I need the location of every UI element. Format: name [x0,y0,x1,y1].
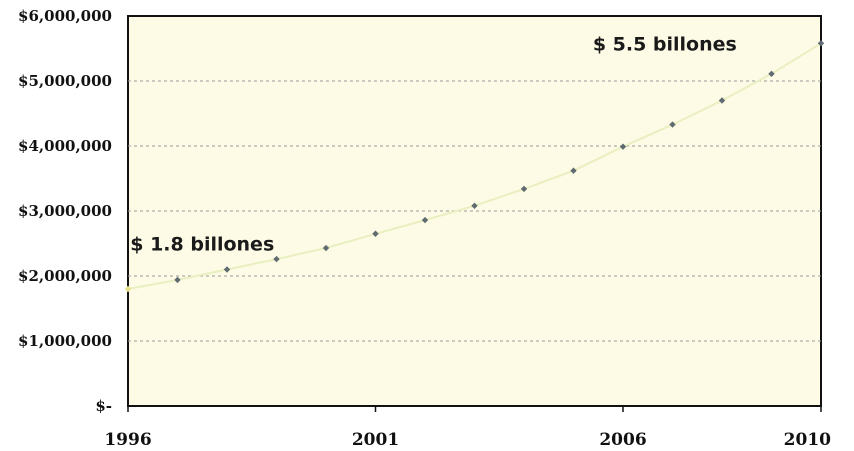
data-point-1998 [223,266,231,273]
data-point-2000 [322,244,330,252]
x-tick-label: 2006 [599,430,646,450]
annotation-label: $ 1.8 billones [130,234,274,256]
data-points [124,40,825,293]
data-point-2004 [520,185,528,193]
gridlines [128,80,821,342]
y-tick-label: $1,000,000 [18,332,112,350]
x-tick-label: 1996 [104,430,151,450]
annotations: $ 1.8 billones $ 5.5 billones [130,33,737,255]
data-point-1997 [174,276,181,284]
data-point-2006 [619,143,627,150]
y-tick-label: $3,000,000 [18,202,112,220]
y-tick-label: $5,000,000 [18,72,112,90]
data-point-1999 [273,255,280,263]
data-point-2002 [421,216,429,224]
x-tick-label: 2010 [784,430,831,450]
data-point-2001 [372,230,379,237]
y-tick-label: $4,000,000 [18,137,112,155]
annotation-label: $ 5.5 billones [593,33,737,55]
y-tick-label: $- [95,397,112,415]
data-point-2003 [471,202,478,209]
data-point-2005 [570,167,577,174]
x-axis: 1996 2001 2006 2010 [104,406,831,450]
data-point-1996 [124,285,132,293]
y-tick-label: $6,000,000 [18,7,112,25]
data-point-2009 [768,70,775,78]
y-axis: $- $1,000,000 $2,000,000 $3,000,000 $4,000,0… [18,7,112,415]
y-tick-label: $2,000,000 [18,267,112,285]
data-point-2007 [669,121,676,128]
data-point-2010 [817,40,825,47]
data-point-2008 [718,97,726,104]
x-tick-label: 2001 [352,430,399,450]
